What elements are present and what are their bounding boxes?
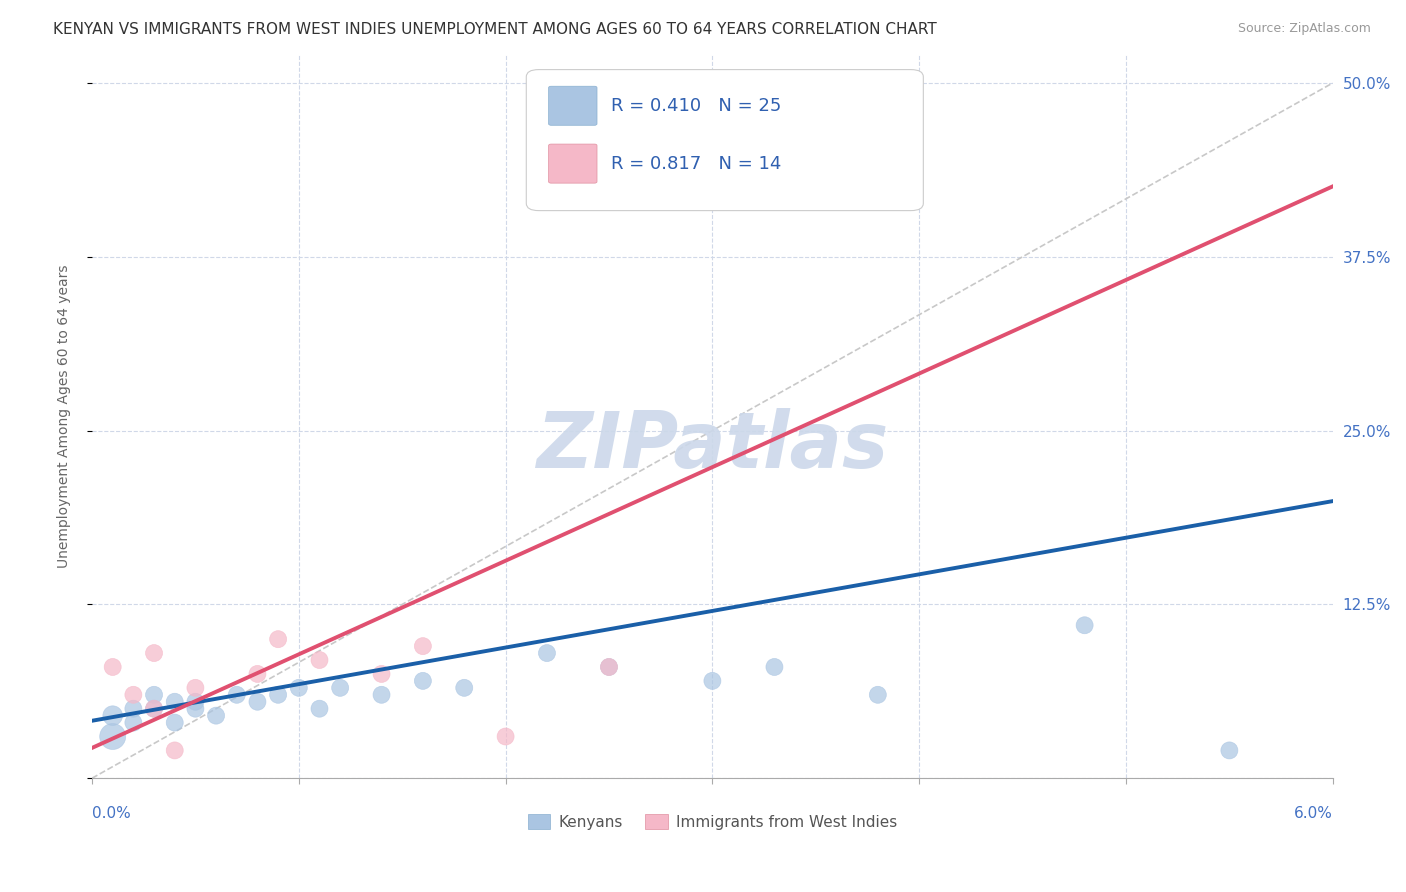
Y-axis label: Unemployment Among Ages 60 to 64 years: Unemployment Among Ages 60 to 64 years [58, 265, 72, 568]
Point [702, 673, 724, 688]
Point [598, 660, 620, 674]
Point [370, 688, 392, 702]
Point [598, 660, 620, 674]
Text: R = 0.410   N = 25: R = 0.410 N = 25 [610, 96, 780, 115]
Point [1073, 618, 1095, 632]
Point [246, 695, 269, 709]
Text: 6.0%: 6.0% [1294, 806, 1333, 821]
Point [412, 639, 434, 653]
Point [267, 688, 290, 702]
FancyBboxPatch shape [526, 70, 924, 211]
Point [101, 730, 124, 744]
Point [143, 702, 166, 716]
Point [101, 708, 124, 723]
Point [122, 688, 145, 702]
Point [267, 632, 290, 647]
Point [308, 702, 330, 716]
Point [163, 715, 186, 730]
Point [184, 695, 207, 709]
Point [536, 646, 558, 660]
Point [163, 695, 186, 709]
Point [804, 187, 827, 202]
Point [763, 660, 786, 674]
Point [329, 681, 352, 695]
Point [184, 681, 207, 695]
Text: KENYAN VS IMMIGRANTS FROM WEST INDIES UNEMPLOYMENT AMONG AGES 60 TO 64 YEARS COR: KENYAN VS IMMIGRANTS FROM WEST INDIES UN… [53, 22, 938, 37]
Point [308, 653, 330, 667]
Point [846, 187, 869, 202]
Legend: Kenyans, Immigrants from West Indies: Kenyans, Immigrants from West Indies [522, 807, 903, 836]
Point [412, 673, 434, 688]
Point [143, 702, 166, 716]
Point [288, 681, 311, 695]
Point [122, 715, 145, 730]
FancyBboxPatch shape [548, 87, 598, 125]
Point [205, 708, 228, 723]
Text: ZIPatlas: ZIPatlas [536, 408, 889, 483]
Point [453, 681, 475, 695]
Point [742, 173, 765, 187]
FancyBboxPatch shape [548, 145, 598, 183]
Point [495, 730, 517, 744]
Point [163, 743, 186, 757]
Point [370, 667, 392, 681]
Point [246, 667, 269, 681]
Point [143, 646, 166, 660]
Point [122, 702, 145, 716]
Text: R = 0.817   N = 14: R = 0.817 N = 14 [610, 154, 780, 173]
Point [143, 688, 166, 702]
Text: 0.0%: 0.0% [91, 806, 131, 821]
Point [184, 702, 207, 716]
Point [225, 688, 247, 702]
Point [866, 688, 889, 702]
Text: Source: ZipAtlas.com: Source: ZipAtlas.com [1237, 22, 1371, 36]
Point [1218, 743, 1240, 757]
Point [101, 660, 124, 674]
